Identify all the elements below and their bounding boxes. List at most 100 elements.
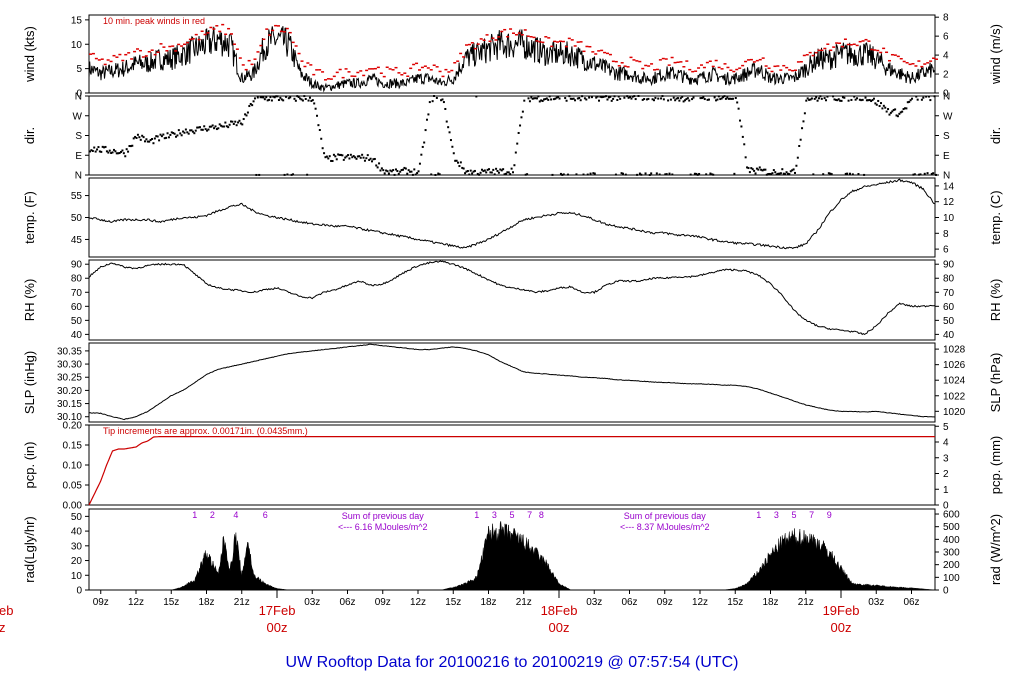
dir-point — [815, 96, 818, 99]
dir-point — [514, 151, 517, 154]
dir-point — [397, 172, 400, 175]
rh-frame — [88, 259, 936, 341]
wind-peak-mark — [744, 60, 748, 63]
wind-peak-mark — [326, 78, 330, 80]
dir-point — [428, 101, 431, 104]
dir-point — [657, 97, 660, 100]
wind-peak-mark — [306, 62, 310, 64]
rad-right-tick-label: 100 — [943, 573, 960, 584]
wind-series-line — [88, 26, 935, 93]
slp-right-tick-label: 1028 — [943, 345, 966, 356]
wind-peak-mark — [688, 68, 692, 71]
dir-point — [920, 98, 923, 101]
wind-peak-mark — [444, 68, 448, 71]
dir-point — [473, 169, 476, 172]
dir-point — [640, 173, 643, 176]
wind-peak-mark — [670, 56, 674, 59]
wind-peak-mark — [418, 69, 421, 71]
wind-peak-mark — [832, 46, 836, 48]
wind-peak-mark — [282, 31, 286, 33]
wind-peak-mark — [603, 51, 607, 54]
dir-point — [901, 110, 904, 113]
wind-peak-mark — [218, 30, 222, 33]
wind-peak-mark — [268, 34, 272, 36]
dir-point — [396, 170, 399, 173]
dir-point — [482, 170, 485, 173]
wind-peak-mark — [520, 34, 524, 36]
wind-peak-mark — [882, 47, 886, 50]
dir-point — [331, 160, 334, 163]
wind-peak-mark — [209, 26, 213, 29]
wind-peak-mark — [597, 50, 601, 52]
dir-point — [609, 95, 612, 98]
pcp-left-tick-label: 0.15 — [63, 441, 83, 452]
wind-peak-mark — [846, 43, 850, 46]
slp-ylabel-right: SLP (hPa) — [988, 353, 1003, 413]
wind-peak-mark — [629, 56, 633, 59]
dir-point — [461, 166, 464, 169]
wind-peak-mark — [318, 69, 322, 71]
wind-peak-mark — [156, 51, 160, 53]
wind-peak-mark — [362, 74, 366, 77]
dir-point — [303, 95, 306, 98]
dir-point — [891, 110, 894, 113]
dir-point — [437, 172, 440, 175]
wind-peak-mark — [138, 49, 142, 52]
dir-point — [198, 126, 201, 129]
dir-point — [540, 99, 543, 102]
dir-point — [517, 131, 520, 134]
dir-point — [141, 134, 144, 137]
rh-ylabel-left: RH (%) — [22, 279, 37, 322]
dir-point — [371, 160, 373, 163]
wind-peak-mark — [350, 75, 354, 77]
dir-point — [810, 97, 813, 100]
wind-peak-mark — [494, 39, 498, 41]
dir-point — [234, 120, 237, 123]
dir-point — [877, 99, 880, 102]
dir-point — [502, 168, 505, 171]
rad-right-tick-label: 300 — [943, 548, 960, 559]
dir-point — [781, 168, 784, 171]
dir-point — [266, 99, 269, 102]
dir-point — [152, 142, 155, 145]
dir-point — [751, 168, 754, 171]
dir-point — [908, 100, 911, 103]
rad-series-fill — [89, 521, 936, 591]
temp-series-line — [88, 178, 936, 250]
dir-point — [135, 136, 138, 139]
dir-point — [791, 169, 794, 172]
hour-tick-label: 09z — [93, 597, 109, 608]
dir-point — [104, 145, 107, 148]
dir-point — [733, 172, 736, 175]
dir-point — [406, 172, 409, 175]
wind-peak-mark — [717, 66, 721, 69]
dir-point — [190, 129, 193, 132]
slp-frame — [88, 342, 936, 423]
dir-point — [431, 100, 434, 103]
pcp-right-tick-label: 0 — [943, 501, 949, 512]
wind-peak-mark — [150, 49, 154, 51]
dir-point — [356, 155, 359, 158]
dir-point — [574, 99, 577, 102]
dir-point — [378, 162, 381, 165]
dir-point — [403, 166, 406, 169]
wind-peak-mark — [215, 25, 219, 27]
wind-peak-mark — [553, 40, 557, 43]
dir-point — [619, 97, 622, 100]
pcp-right-tick-label: 5 — [943, 422, 949, 433]
wind-peak-mark — [341, 76, 345, 79]
dir-point — [513, 164, 516, 167]
dir-point — [856, 97, 859, 100]
dir-point — [232, 123, 235, 126]
dir-point — [507, 171, 510, 174]
wind-peak-mark — [711, 65, 715, 68]
dir-point — [650, 172, 653, 175]
wind-peak-mark — [544, 36, 548, 38]
dir-point — [605, 95, 608, 98]
dir-point — [496, 169, 499, 172]
dir-point — [554, 97, 557, 100]
dir-point — [368, 158, 371, 161]
dir-point — [543, 98, 546, 101]
dir-point — [310, 99, 313, 102]
